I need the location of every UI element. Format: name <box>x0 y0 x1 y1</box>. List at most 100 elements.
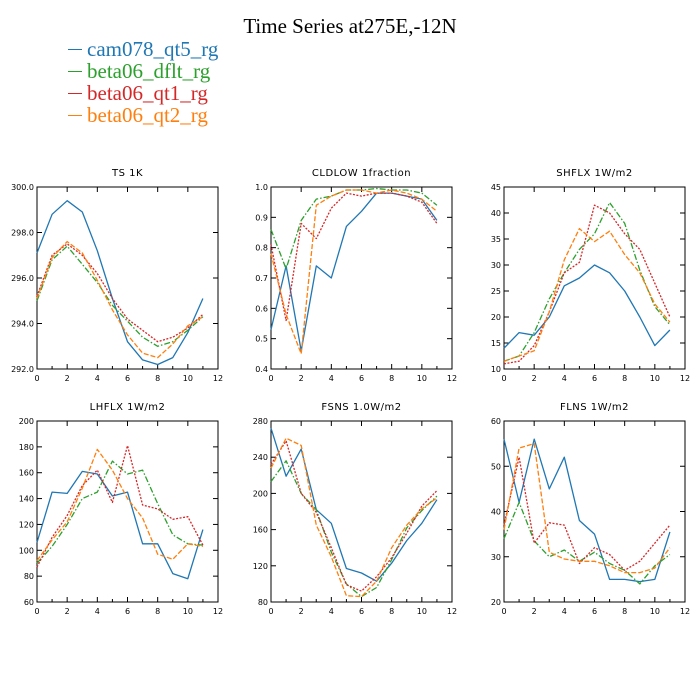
x-tick-label: 0 <box>34 374 39 383</box>
series-line-beta06_qt2_rg <box>503 227 671 362</box>
legend: cam078_qt5_rg beta06_dflt_rg beta06_qt1_… <box>68 38 218 126</box>
y-tick-label: 120 <box>19 520 34 529</box>
series-line-beta06_dflt_rg <box>36 460 203 564</box>
series-line-beta06_qt1_rg <box>270 440 438 592</box>
y-tick-label: 0.5 <box>255 335 268 344</box>
legend-label: cam078_qt5_rg <box>87 37 219 61</box>
y-tick-label: 140 <box>19 495 34 504</box>
series-line-beta06_qt2_rg <box>503 442 671 574</box>
y-tick-label: 25 <box>491 287 501 296</box>
x-tick-label: 12 <box>447 607 457 616</box>
y-tick-label: 280 <box>253 417 268 426</box>
panel-title: LHFLX 1W/m2 <box>90 402 166 413</box>
legend-label: beta06_qt1_rg <box>87 81 208 105</box>
x-tick-label: 12 <box>680 374 690 383</box>
x-tick-label: 0 <box>501 607 506 616</box>
y-tick-label: 60 <box>491 417 501 426</box>
legend-swatch-icon <box>68 70 82 72</box>
x-tick-label: 4 <box>562 607 567 616</box>
x-tick-label: 12 <box>680 607 690 616</box>
legend-item-qt1: beta06_qt1_rg <box>68 82 218 104</box>
y-tick-label: 30 <box>491 553 501 562</box>
x-tick-label: 0 <box>268 607 273 616</box>
series-line-cam078_qt5_rg <box>36 200 204 366</box>
series-line-beta06_qt1_rg <box>36 243 204 343</box>
series-line-beta06_qt1_rg <box>270 192 438 322</box>
legend-item-cam078: cam078_qt5_rg <box>68 38 218 60</box>
x-tick-label: 8 <box>622 607 627 616</box>
y-tick-label: 0.9 <box>255 213 268 222</box>
y-tick-label: 0.8 <box>255 244 268 253</box>
panel-title: FSNS 1.0W/m2 <box>321 402 401 413</box>
y-tick-label: 15 <box>491 339 501 348</box>
series-line-beta06_qt2_rg <box>270 437 438 598</box>
series-line-cam078_qt5_rg <box>270 428 438 582</box>
y-tick-label: 296.0 <box>11 274 34 283</box>
panel-title: SHFLX 1W/m2 <box>556 168 632 179</box>
chart-panel: TS 1K 0 2 4 6 8 10 12 292.0 294.0 296.0 298.0 300.0 <box>11 168 223 383</box>
x-tick-label: 8 <box>622 374 627 383</box>
series-line-beta06_dflt_rg <box>503 501 671 585</box>
y-tick-label: 45 <box>491 183 501 192</box>
y-tick-label: 40 <box>491 209 501 218</box>
series-line-beta06_qt2_rg <box>270 189 438 355</box>
plot-frame <box>270 186 453 370</box>
y-tick-label: 30 <box>491 261 501 270</box>
x-tick-label: 2 <box>65 374 70 383</box>
series-line-cam078_qt5_rg <box>270 192 438 352</box>
y-tick-label: 0.4 <box>255 365 268 374</box>
x-tick-label: 6 <box>125 374 130 383</box>
x-tick-label: 8 <box>389 374 394 383</box>
panel-title: FLNS 1W/m2 <box>560 402 629 413</box>
y-tick-label: 20 <box>491 313 501 322</box>
x-tick-label: 8 <box>155 607 160 616</box>
y-tick-label: 10 <box>491 365 501 374</box>
x-tick-label: 4 <box>95 374 100 383</box>
x-tick-label: 10 <box>183 374 193 383</box>
y-tick-label: 200 <box>19 417 34 426</box>
x-tick-label: 10 <box>650 607 660 616</box>
x-tick-label: 6 <box>125 607 130 616</box>
x-tick-label: 4 <box>329 374 334 383</box>
legend-item-dflt: beta06_dflt_rg <box>68 60 218 82</box>
y-tick-label: 120 <box>253 562 268 571</box>
x-tick-label: 2 <box>532 607 537 616</box>
plot-frame <box>503 420 686 603</box>
y-tick-label: 100 <box>19 546 34 555</box>
y-tick-label: 0.6 <box>255 304 268 313</box>
x-tick-label: 2 <box>532 374 537 383</box>
y-tick-label: 200 <box>253 489 268 498</box>
y-tick-label: 50 <box>491 462 501 471</box>
y-tick-label: 300.0 <box>11 183 34 192</box>
series-line-beta06_qt1_rg <box>36 444 204 568</box>
x-tick-label: 12 <box>213 374 223 383</box>
series-line-beta06_dflt_rg <box>270 460 438 598</box>
y-tick-label: 20 <box>491 598 501 607</box>
y-tick-label: 180 <box>19 443 34 452</box>
y-tick-label: 40 <box>491 508 501 517</box>
x-tick-label: 6 <box>592 374 597 383</box>
legend-swatch-icon <box>68 92 82 94</box>
x-tick-label: 10 <box>183 607 193 616</box>
chart-panel: FLNS 1W/m2 0 2 4 6 8 10 12 20 30 40 50 60 <box>491 402 690 616</box>
x-tick-label: 4 <box>562 374 567 383</box>
y-tick-label: 160 <box>253 526 268 535</box>
x-tick-label: 8 <box>155 374 160 383</box>
x-tick-label: 10 <box>650 374 660 383</box>
y-tick-label: 35 <box>491 235 501 244</box>
x-tick-label: 2 <box>299 374 304 383</box>
chart-panel: CLDLOW 1fraction 0 2 4 6 8 10 12 0.4 0.5 0.6 0.7 0.8… <box>255 168 457 383</box>
series-line-cam078_qt5_rg <box>503 264 671 349</box>
x-tick-label: 8 <box>389 607 394 616</box>
y-tick-label: 0.7 <box>255 274 268 283</box>
chart-panel: LHFLX 1W/m2 0 2 4 6 8 10 12 60 80 100 120 140 160 180 2… <box>19 402 223 616</box>
legend-label: beta06_qt2_rg <box>87 103 208 127</box>
series-line-beta06_dflt_rg <box>36 245 204 347</box>
y-tick-label: 60 <box>24 598 34 607</box>
series-line-beta06_qt2_rg <box>36 448 204 561</box>
plot-frame <box>270 420 453 603</box>
y-tick-label: 292.0 <box>11 365 34 374</box>
x-tick-label: 0 <box>501 374 506 383</box>
y-tick-label: 240 <box>253 453 268 462</box>
x-tick-label: 0 <box>268 374 273 383</box>
